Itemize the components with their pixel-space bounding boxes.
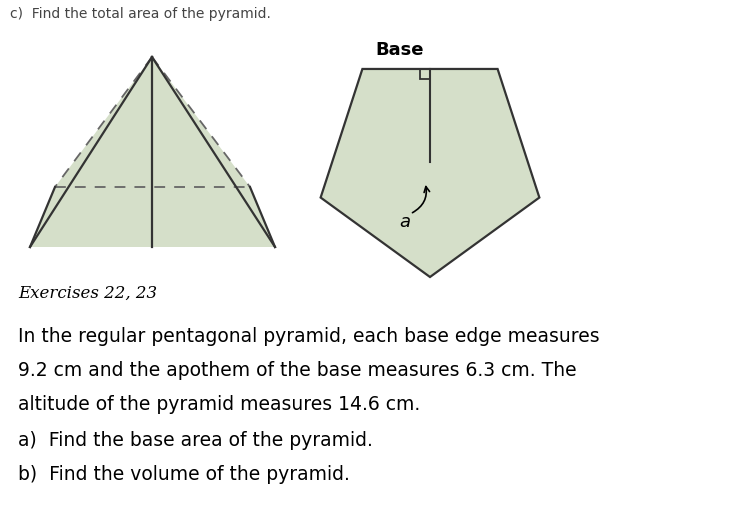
Polygon shape	[30, 57, 275, 247]
Text: b)  Find the volume of the pyramid.: b) Find the volume of the pyramid.	[18, 465, 350, 484]
Text: a: a	[399, 213, 410, 231]
Text: altitude of the pyramid measures 14.6 cm.: altitude of the pyramid measures 14.6 cm…	[18, 395, 420, 414]
Text: Base: Base	[375, 41, 424, 59]
Text: Exercises 22, 23: Exercises 22, 23	[18, 285, 157, 302]
Text: 9.2 cm and the apothem of the base measures 6.3 cm. The: 9.2 cm and the apothem of the base measu…	[18, 361, 577, 380]
Text: c)  Find the total area of the pyramid.: c) Find the total area of the pyramid.	[10, 7, 271, 21]
Text: a)  Find the base area of the pyramid.: a) Find the base area of the pyramid.	[18, 431, 373, 450]
Text: In the regular pentagonal pyramid, each base edge measures: In the regular pentagonal pyramid, each …	[18, 327, 600, 346]
Polygon shape	[320, 69, 539, 277]
